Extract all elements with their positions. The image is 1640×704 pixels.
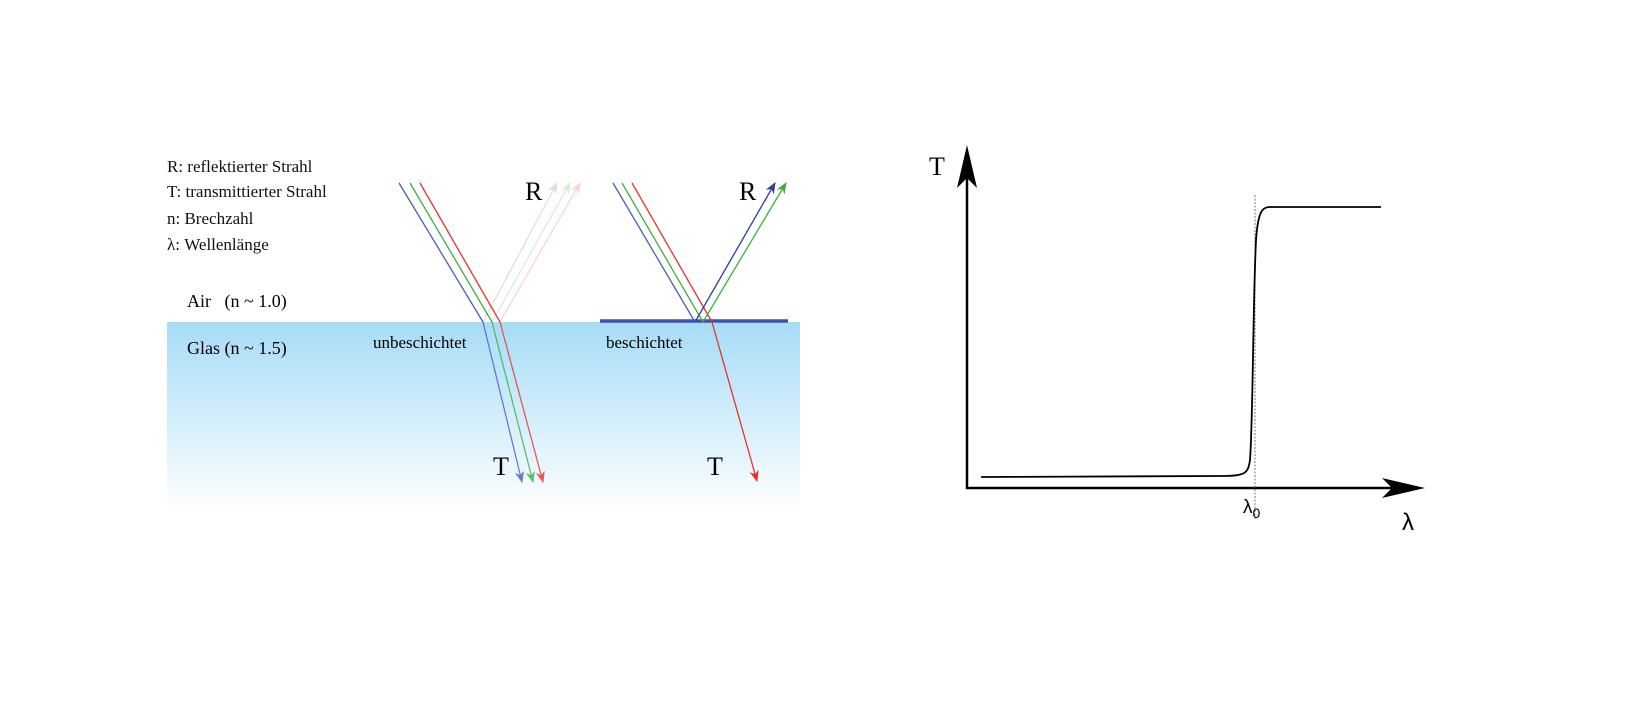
transmission-graph: T λ λ0 (929, 145, 1425, 536)
reflected-ray-red (499, 181, 581, 323)
legend-item: R: reflektierter Strahl (167, 157, 313, 176)
transmitted-ray-blue (482, 321, 525, 484)
coated-label: beschichtet (606, 333, 683, 352)
legend-item: λ: Wellenlänge (167, 235, 269, 254)
lambda0-subscript: 0 (1253, 505, 1261, 521)
reflected-ray-blue (482, 181, 558, 323)
legend: R: reflektierter Strahl T: transmittiert… (167, 157, 327, 254)
air-label: Air (n ~ 1.0) (187, 291, 287, 312)
uncoated-t-label: T (493, 452, 509, 481)
transmission-curve (980, 206, 1381, 478)
lambda0-label: λ0 (1243, 497, 1261, 521)
reflected-ray-blue (694, 181, 776, 323)
coated-rays (612, 181, 787, 483)
incident-ray-green (621, 182, 704, 323)
incident-ray-green (409, 182, 493, 323)
legend-item: T: transmittierter Strahl (167, 182, 327, 201)
y-axis-arrow-icon (957, 145, 977, 188)
uncoated-rays (398, 181, 581, 484)
coated-t-label: T (707, 452, 723, 481)
incident-ray-blue (612, 182, 696, 323)
incident-ray-red (631, 182, 713, 323)
incident-ray-blue (398, 182, 484, 323)
y-axis-label: T (929, 152, 945, 181)
lambda0-symbol: λ (1243, 497, 1253, 518)
transmitted-ray-red (499, 321, 545, 484)
uncoated-label: unbeschichtet (373, 333, 467, 352)
glass-label: Glas (n ~ 1.5) (187, 338, 287, 359)
reflected-ray-green (702, 181, 787, 323)
incident-ray-red (419, 182, 501, 323)
reflected-ray-green (491, 181, 571, 323)
uncoated-r-label: R (525, 177, 543, 206)
x-axis-arrow-icon (1382, 478, 1425, 498)
x-axis-label: λ (1402, 509, 1414, 536)
coated-r-label: R (739, 177, 757, 206)
legend-item: n: Brechzahl (167, 209, 254, 228)
transmitted-ray-green (491, 321, 535, 484)
glass-region (167, 322, 800, 512)
transmitted-ray-red (711, 321, 759, 483)
